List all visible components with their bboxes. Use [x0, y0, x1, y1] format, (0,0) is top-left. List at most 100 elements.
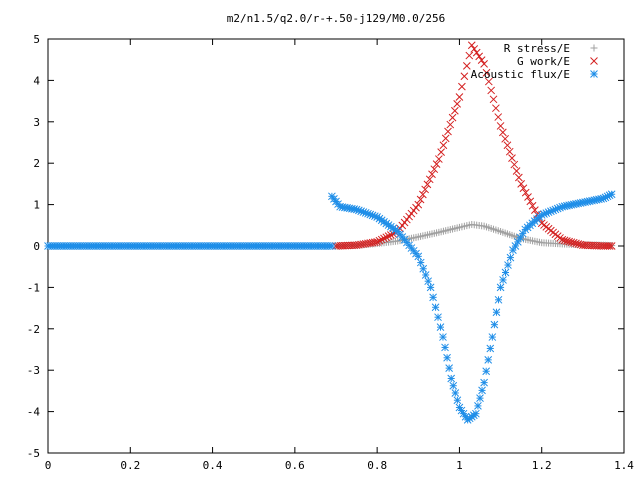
data-point [494, 113, 503, 121]
data-point [558, 235, 567, 244]
legend-marker [590, 44, 598, 52]
data-point [426, 283, 435, 292]
data-point [431, 303, 440, 312]
data-point [482, 68, 491, 77]
data-point [560, 236, 569, 245]
data-point [441, 134, 450, 143]
data-point [490, 320, 499, 329]
data-point [501, 268, 510, 277]
data-point [414, 252, 423, 261]
data-point [416, 195, 425, 204]
data-point [488, 333, 497, 341]
x-tick-label: 1 [456, 459, 463, 472]
series-g-work-e [332, 41, 616, 250]
data-point [458, 82, 466, 91]
data-point [465, 51, 474, 60]
data-point [443, 353, 451, 362]
data-point [496, 122, 505, 130]
data-point [472, 409, 480, 418]
data-point [515, 173, 523, 182]
data-point [496, 283, 505, 292]
data-point [494, 295, 503, 304]
data-point [444, 127, 452, 136]
data-point [436, 323, 445, 331]
data-point [470, 45, 479, 53]
data-point [423, 180, 432, 189]
data-point [480, 59, 488, 68]
data-point [512, 167, 521, 175]
data-point [445, 364, 453, 372]
y-tick-label: -1 [27, 281, 40, 294]
data-point [501, 134, 509, 143]
data-point [531, 206, 539, 214]
data-point [380, 234, 388, 243]
data-point [453, 100, 461, 108]
data-point [472, 48, 481, 57]
data-point [435, 155, 443, 163]
data-point [421, 271, 430, 279]
data-point [519, 184, 528, 193]
data-point [474, 402, 482, 410]
data-point [486, 344, 495, 353]
data-point [517, 180, 525, 188]
data-point [382, 233, 391, 242]
data-point [428, 170, 436, 179]
data-point [419, 190, 427, 199]
data-point [478, 386, 486, 395]
data-point [425, 175, 434, 184]
data-point [429, 293, 437, 302]
y-tick-label: -2 [27, 323, 40, 336]
data-point [424, 277, 433, 286]
legend-label: Acoustic flux/E [471, 68, 570, 81]
data-point [451, 106, 459, 115]
data-point [328, 242, 336, 250]
chart-title: m2/n1.5/q2.0/r-+.50-j129/M0.0/256 [227, 12, 446, 25]
data-point [492, 308, 501, 317]
data-point [377, 235, 386, 244]
data-point [482, 367, 491, 376]
x-tick-label: 1.2 [532, 459, 552, 472]
data-point [489, 95, 498, 104]
data-point [567, 238, 576, 247]
y-tick-label: 1 [33, 199, 40, 212]
data-point [569, 238, 578, 247]
data-point [477, 56, 486, 64]
data-point [510, 160, 519, 169]
data-point [446, 120, 455, 129]
data-point [448, 113, 457, 122]
data-point [384, 232, 393, 240]
data-point [484, 355, 493, 364]
y-tick-label: -3 [27, 364, 40, 377]
y-tick-label: -5 [27, 447, 40, 460]
data-point [526, 197, 535, 206]
data-point [430, 165, 439, 174]
data-point [508, 154, 516, 162]
data-point [503, 141, 512, 150]
data-point [506, 253, 515, 262]
data-point [371, 238, 379, 247]
data-point [414, 200, 423, 209]
data-point [476, 394, 484, 402]
data-point [572, 239, 580, 248]
data-point [505, 147, 514, 156]
data-point [524, 193, 532, 201]
data-point [375, 236, 384, 245]
data-point [439, 333, 447, 341]
data-point [475, 52, 484, 61]
data-point [499, 128, 507, 137]
data-point [373, 238, 381, 246]
data-point [460, 72, 469, 81]
data-point [607, 190, 616, 199]
x-tick-label: 0 [45, 459, 52, 472]
legend-label: G work/E [517, 55, 570, 68]
data-point [565, 237, 573, 246]
data-point [504, 261, 512, 269]
x-tick-label: 0.8 [367, 459, 387, 472]
data-point [462, 62, 471, 70]
y-tick-label: 3 [33, 116, 40, 129]
data-point [434, 313, 442, 322]
axes: 0 0.2 0.4 0.6 0.8 1 1.2 1.4 -5 -4 -3 -2 -1 0 1 2 3 4 5 [27, 33, 635, 472]
data-point [416, 258, 425, 267]
